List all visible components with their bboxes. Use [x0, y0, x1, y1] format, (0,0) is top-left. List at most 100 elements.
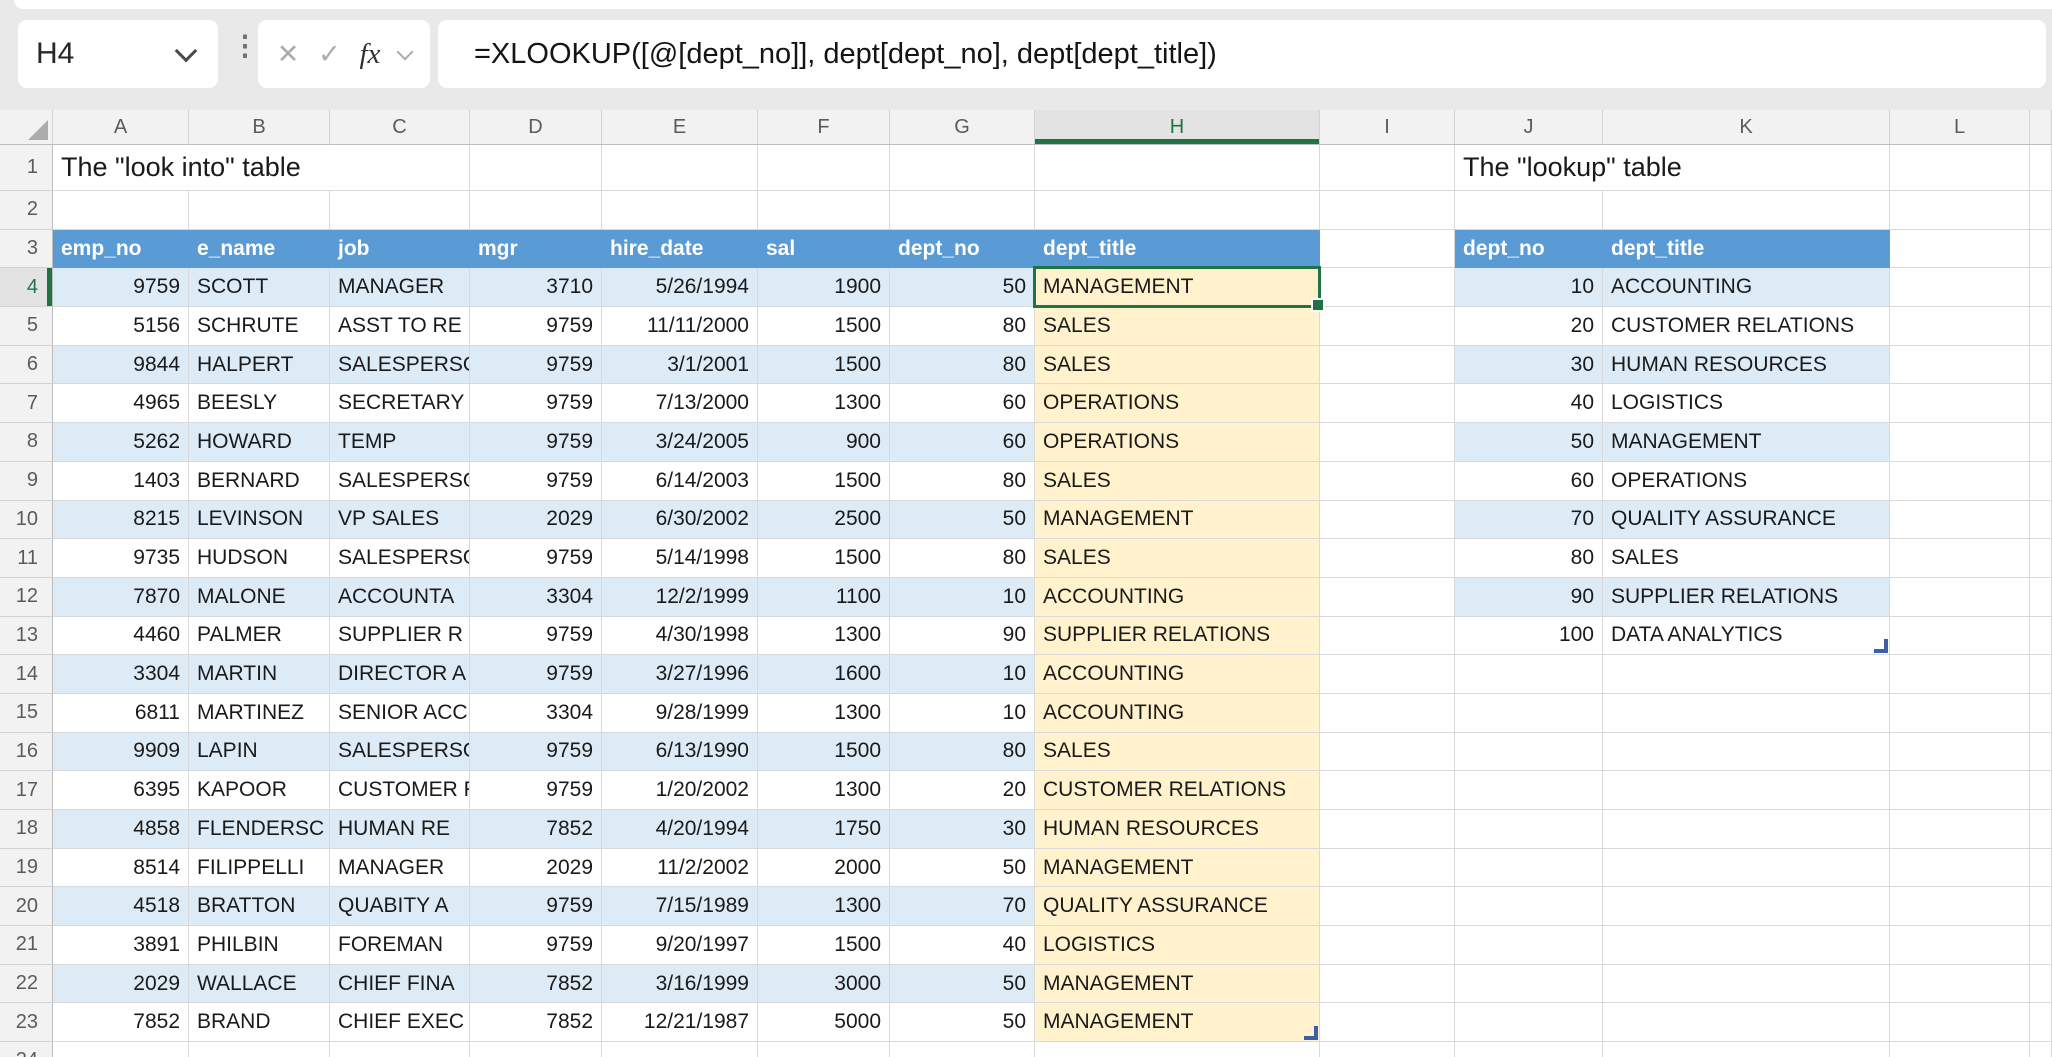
cell-M3[interactable] — [2030, 229, 2052, 269]
cell-I22[interactable] — [1320, 964, 1455, 1004]
cell-B15[interactable]: MARTINEZ — [189, 693, 330, 733]
cell-B8[interactable]: HOWARD — [189, 423, 330, 462]
cancel-icon[interactable]: ✕ — [276, 38, 300, 69]
cell-J19[interactable] — [1455, 848, 1603, 888]
cell-J24[interactable] — [1455, 1042, 1603, 1057]
row-header-20[interactable]: 20 — [0, 887, 53, 927]
cell-E8[interactable]: 3/24/2005 — [602, 423, 758, 462]
cell-E17[interactable]: 1/20/2002 — [602, 771, 758, 810]
cell-M21[interactable] — [2030, 926, 2052, 965]
cell-A20[interactable]: 4518 — [53, 887, 189, 927]
cell-G21[interactable]: 40 — [890, 926, 1035, 965]
cell-H1[interactable] — [1035, 145, 1320, 191]
row-header-12[interactable]: 12 — [0, 577, 53, 617]
cell-M18[interactable] — [2030, 810, 2052, 849]
cell-L6[interactable] — [1890, 345, 2030, 385]
cell-B17[interactable]: KAPOOR — [189, 771, 330, 810]
cell-F2[interactable] — [758, 191, 890, 230]
cell-A19[interactable]: 8514 — [53, 848, 189, 888]
cell-C7[interactable]: SECRETARY — [330, 384, 470, 424]
cell-B20[interactable]: BRATTON — [189, 887, 330, 927]
cell-I21[interactable] — [1320, 926, 1455, 965]
cell-M4[interactable] — [2030, 268, 2052, 308]
cell-K7[interactable]: LOGISTICS — [1603, 384, 1890, 424]
cell-I14[interactable] — [1320, 655, 1455, 694]
cell-A2[interactable] — [53, 191, 189, 230]
cell-J2[interactable] — [1455, 191, 1603, 230]
cell-K19[interactable] — [1603, 848, 1890, 888]
column-header-I[interactable]: I — [1320, 110, 1455, 145]
column-header-E[interactable]: E — [602, 110, 758, 145]
cell-E10[interactable]: 6/30/2002 — [602, 500, 758, 540]
cell-D4[interactable]: 3710 — [470, 268, 602, 308]
row-header-8[interactable]: 8 — [0, 423, 53, 462]
cell-M9[interactable] — [2030, 461, 2052, 501]
column-header-C[interactable]: C — [330, 110, 470, 145]
cell-L1[interactable] — [1890, 145, 2030, 191]
cell-I13[interactable] — [1320, 616, 1455, 656]
cell-D13[interactable]: 9759 — [470, 616, 602, 656]
cell-F20[interactable]: 1300 — [758, 887, 890, 927]
cell-G6[interactable]: 80 — [890, 345, 1035, 385]
row-header-4[interactable]: 4 — [0, 268, 53, 308]
cell-M15[interactable] — [2030, 693, 2052, 733]
cell-E22[interactable]: 3/16/1999 — [602, 964, 758, 1004]
cell-A5[interactable]: 5156 — [53, 307, 189, 346]
cell-H3[interactable]: dept_title — [1035, 229, 1320, 269]
cell-L8[interactable] — [1890, 423, 2030, 462]
row-header-17[interactable]: 17 — [0, 771, 53, 810]
cell-K13[interactable]: DATA ANALYTICS — [1603, 616, 1890, 656]
cell-C17[interactable]: CUSTOMER R — [330, 771, 470, 810]
cell-J21[interactable] — [1455, 926, 1603, 965]
cell-A12[interactable]: 7870 — [53, 577, 189, 617]
name-box[interactable]: H4 — [18, 20, 218, 88]
cell-J7[interactable]: 40 — [1455, 384, 1603, 424]
row-header-9[interactable]: 9 — [0, 461, 53, 501]
cell-B18[interactable]: FLENDERSC — [189, 810, 330, 849]
cell-K23[interactable] — [1603, 1003, 1890, 1043]
cell-L11[interactable] — [1890, 539, 2030, 578]
cell-K9[interactable]: OPERATIONS — [1603, 461, 1890, 501]
cell-D17[interactable]: 9759 — [470, 771, 602, 810]
cell-E9[interactable]: 6/14/2003 — [602, 461, 758, 501]
cell-A9[interactable]: 1403 — [53, 461, 189, 501]
row-header-13[interactable]: 13 — [0, 616, 53, 656]
cell-C19[interactable]: MANAGER — [330, 848, 470, 888]
cell-M16[interactable] — [2030, 732, 2052, 772]
cell-M6[interactable] — [2030, 345, 2052, 385]
cell-F17[interactable]: 1300 — [758, 771, 890, 810]
cell-L9[interactable] — [1890, 461, 2030, 501]
cell-J22[interactable] — [1455, 964, 1603, 1004]
cell-J20[interactable] — [1455, 887, 1603, 927]
row-header-10[interactable]: 10 — [0, 500, 53, 540]
cell-E16[interactable]: 6/13/1990 — [602, 732, 758, 772]
cell-J18[interactable] — [1455, 810, 1603, 849]
select-all-corner[interactable] — [0, 110, 53, 145]
cell-K15[interactable] — [1603, 693, 1890, 733]
cell-I2[interactable] — [1320, 191, 1455, 230]
column-header-D[interactable]: D — [470, 110, 602, 145]
cell-F1[interactable] — [758, 145, 890, 191]
cell-G15[interactable]: 10 — [890, 693, 1035, 733]
cell-E5[interactable]: 11/11/2000 — [602, 307, 758, 346]
cell-M24[interactable] — [2030, 1042, 2052, 1057]
cell-M22[interactable] — [2030, 964, 2052, 1004]
cell-D7[interactable]: 9759 — [470, 384, 602, 424]
cell-K10[interactable]: QUALITY ASSURANCE — [1603, 500, 1890, 540]
cell-F8[interactable]: 900 — [758, 423, 890, 462]
cell-D9[interactable]: 9759 — [470, 461, 602, 501]
cell-F23[interactable]: 5000 — [758, 1003, 890, 1043]
cell-K17[interactable] — [1603, 771, 1890, 810]
cell-K4[interactable]: ACCOUNTING — [1603, 268, 1890, 308]
cell-C22[interactable]: CHIEF FINA — [330, 964, 470, 1004]
cell-I18[interactable] — [1320, 810, 1455, 849]
cell-A15[interactable]: 6811 — [53, 693, 189, 733]
cell-K21[interactable] — [1603, 926, 1890, 965]
cell-F12[interactable]: 1100 — [758, 577, 890, 617]
cell-F9[interactable]: 1500 — [758, 461, 890, 501]
cell-B13[interactable]: PALMER — [189, 616, 330, 656]
cell-A24[interactable] — [53, 1042, 189, 1057]
cell-D11[interactable]: 9759 — [470, 539, 602, 578]
cell-H7[interactable]: OPERATIONS — [1035, 384, 1320, 424]
cell-B11[interactable]: HUDSON — [189, 539, 330, 578]
